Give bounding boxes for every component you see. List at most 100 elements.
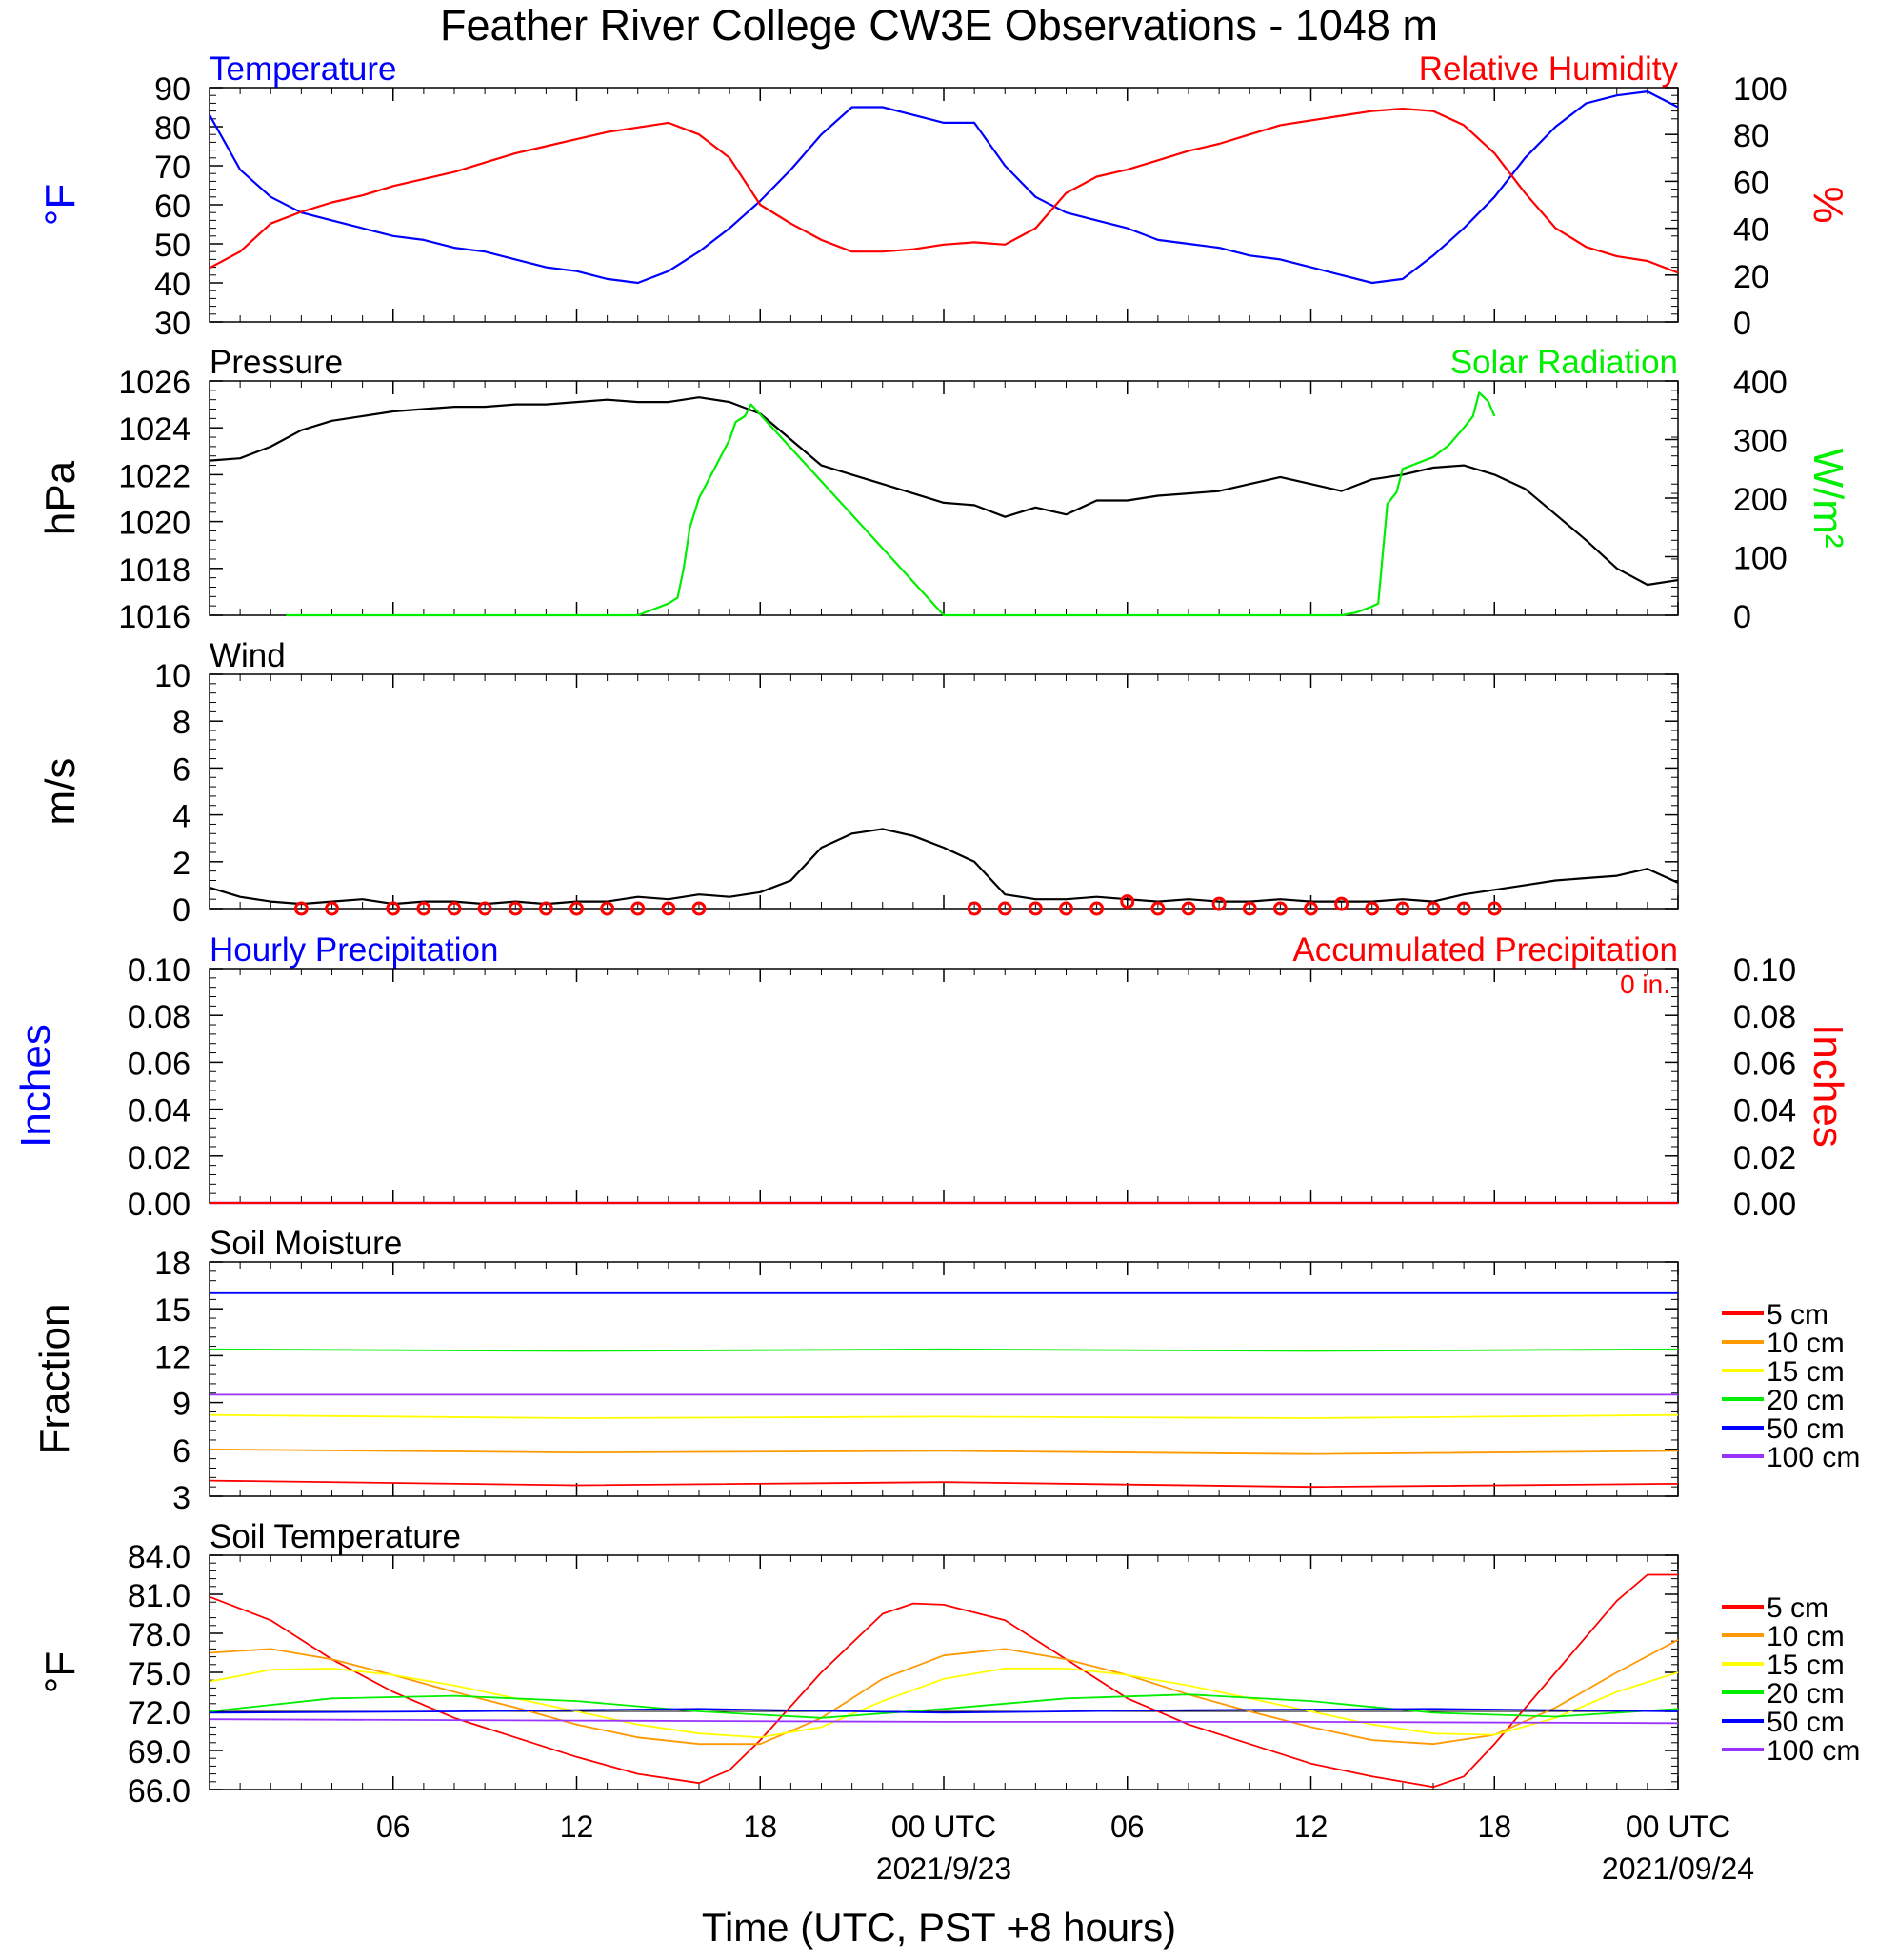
y-tick-label-right: 200 <box>1733 482 1788 518</box>
panel-title-left: Wind <box>210 637 286 674</box>
y-tick-label-left: 0.06 <box>128 1046 190 1082</box>
y-tick-label-right: 0 <box>1733 599 1751 635</box>
y-axis-label-left: Inches <box>12 1024 59 1148</box>
y-axis-label-right: Inches <box>1805 1024 1851 1148</box>
panel-title-left: Soil Moisture <box>210 1225 402 1262</box>
calm-wind-marker <box>1365 901 1380 916</box>
calm-wind-marker <box>416 901 431 916</box>
series-line-20-cm <box>209 1348 1679 1352</box>
calm-wind-marker <box>691 901 707 916</box>
calm-wind-marker <box>1028 901 1043 916</box>
y-tick-label-left: 12 <box>154 1339 190 1375</box>
x-tick-label: 18 <box>743 1810 777 1844</box>
x-axis-label: Time (UTC, PST +8 hours) <box>702 1905 1176 1950</box>
plot-frame <box>209 1261 1679 1497</box>
panel-title-left: Temperature <box>210 50 396 88</box>
y-tick-label-left: 0.02 <box>128 1140 190 1176</box>
series-line-50-cm <box>209 1708 1679 1714</box>
x-tick-date-label: 2021/09/24 <box>1602 1851 1754 1886</box>
panel-title-left: Soil Temperature <box>210 1518 461 1555</box>
x-tick-label: 00 UTC <box>891 1810 996 1844</box>
legend-label: 100 cm <box>1767 1735 1860 1767</box>
series-line-solar-radiation <box>286 391 1496 617</box>
y-axis-label-right: W/m² <box>1805 448 1851 548</box>
series-line-relative-humidity <box>209 107 1679 274</box>
panel-soil-temperature: 66.069.072.075.078.081.084.0 Soil Tempera… <box>37 1518 1860 1886</box>
y-tick-label-right: 80 <box>1733 118 1769 154</box>
calm-wind-marker <box>1272 901 1288 916</box>
y-tick-label-right: 0.06 <box>1733 1046 1796 1082</box>
y-tick-label-right: 300 <box>1733 424 1788 460</box>
panel-pressure-solar: 1016 1018 1020 1022 1024 1026 0 100 200 300 400 Pre… <box>37 344 1851 635</box>
calm-wind-marker <box>967 901 982 916</box>
calm-wind-marker <box>325 901 339 916</box>
calm-wind-marker <box>538 901 553 916</box>
y-tick-label-left: 18 <box>154 1246 190 1282</box>
figure-title: Feather River College CW3E Observations … <box>440 1 1438 50</box>
plot-frame <box>209 673 1679 910</box>
y-tick-label-left: 8 <box>172 705 190 741</box>
plot-frame <box>209 1554 1679 1790</box>
calm-wind-marker <box>1181 901 1196 916</box>
calm-wind-marker <box>1426 901 1441 916</box>
y-tick-label-left: 6 <box>172 1433 190 1470</box>
panel-precip: 0.00 0.02 0.04 0.06 0.08 0.10 0.00 0.02 0.04 0.06… <box>12 931 1851 1223</box>
legend-label: 10 cm <box>1767 1328 1845 1359</box>
y-axis-label-right: % <box>1805 186 1851 223</box>
y-tick-label-left: 6 <box>172 751 190 788</box>
calm-wind-marker <box>477 901 492 916</box>
y-tick-label-left: 0.10 <box>128 952 190 989</box>
calm-wind-marker <box>1456 901 1471 916</box>
calm-wind-marker <box>1120 894 1135 910</box>
legend-label: 50 cm <box>1767 1707 1845 1738</box>
series-line-15-cm <box>209 1413 1679 1419</box>
y-tick-label-left: 72.0 <box>128 1695 190 1731</box>
y-tick-label-left: 78.0 <box>128 1617 190 1653</box>
series-line-20-cm <box>209 1693 1679 1719</box>
calm-wind-marker <box>1089 901 1105 916</box>
calm-wind-marker <box>386 901 401 916</box>
series-line-pressure <box>209 396 1679 587</box>
y-tick-label-left: 90 <box>154 71 190 108</box>
x-tick-label: 18 <box>1477 1810 1511 1844</box>
panel-title-right: Solar Radiation <box>1450 344 1678 381</box>
y-tick-label-right: 0.00 <box>1733 1187 1796 1223</box>
calm-wind-marker <box>569 901 584 916</box>
series-line-temperature <box>209 90 1679 285</box>
series-line-10-cm <box>209 1639 1679 1746</box>
legend-label: 15 cm <box>1767 1356 1845 1388</box>
series-line-5-cm <box>209 1573 1678 1789</box>
y-axis-label-left: m/s <box>37 758 84 826</box>
calm-wind-marker <box>508 901 523 916</box>
y-tick-label-left: 0.08 <box>128 999 190 1035</box>
series-line-5-cm <box>209 1479 1679 1489</box>
y-tick-label-left: 84.0 <box>128 1539 190 1575</box>
y-tick-label-left: 81.0 <box>128 1578 190 1614</box>
plot-frame <box>209 968 1679 1204</box>
x-tick-label: 12 <box>560 1810 594 1844</box>
y-tick-label-left: 75.0 <box>128 1656 190 1692</box>
panel-wind: 0 2 4 6 8 10 Wind m/s <box>37 637 1679 929</box>
calm-wind-marker <box>447 901 462 916</box>
y-tick-label-left: 1018 <box>118 552 190 589</box>
y-tick-label-left: 50 <box>154 228 190 264</box>
legend-label: 20 cm <box>1767 1678 1845 1710</box>
y-tick-label-right: 0.04 <box>1733 1093 1796 1130</box>
calm-wind-marker <box>1242 901 1257 916</box>
calm-wind-marker <box>1395 901 1410 916</box>
calm-wind-marker <box>1304 901 1318 916</box>
y-tick-label-left: 80 <box>154 110 190 147</box>
x-tick-label: 00 UTC <box>1626 1810 1730 1844</box>
calm-wind-marker <box>1487 901 1502 916</box>
y-tick-label-right: 100 <box>1733 541 1788 577</box>
calm-wind-marker <box>661 901 676 916</box>
series-line-10-cm <box>209 1448 1679 1455</box>
panel-title-right: Accumulated Precipitation <box>1292 931 1678 969</box>
y-tick-label-left: 10 <box>154 658 190 694</box>
legend-label: 20 cm <box>1767 1385 1845 1416</box>
y-tick-label-left: 1020 <box>118 506 190 542</box>
y-tick-label-right: 0.10 <box>1733 952 1796 989</box>
